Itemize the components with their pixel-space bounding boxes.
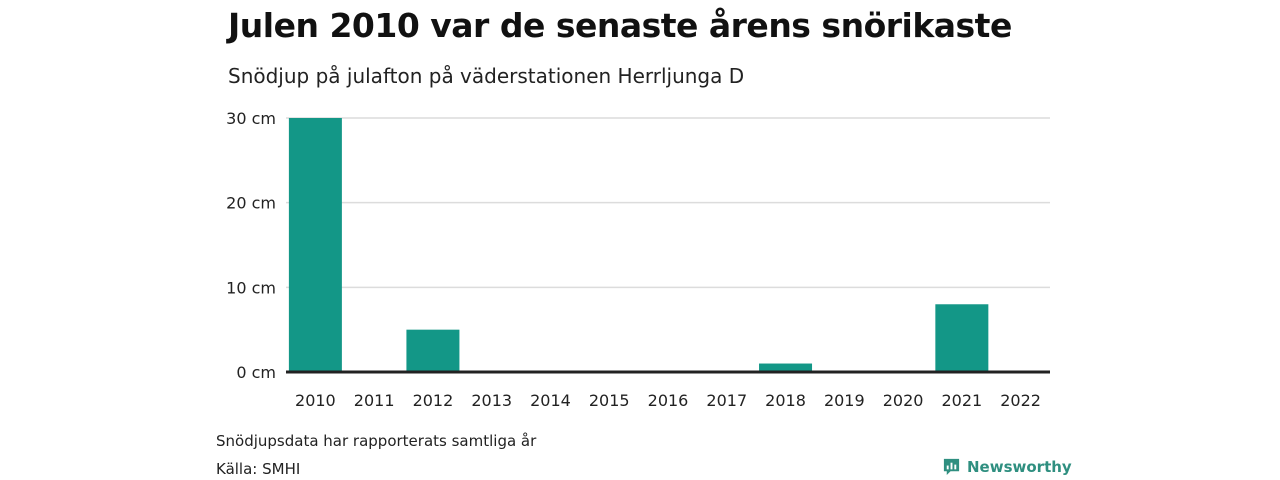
x-tick-label: 2019 [824, 391, 865, 410]
x-tick-label: 2018 [765, 391, 806, 410]
x-tick-label: 2010 [295, 391, 336, 410]
y-tick-label: 20 cm [226, 194, 276, 213]
x-tick-label: 2016 [648, 391, 689, 410]
x-tick-label: 2022 [1000, 391, 1041, 410]
y-tick-label: 0 cm [236, 363, 276, 382]
brand-name: Newsworthy [967, 457, 1072, 476]
chart-logo-icon [943, 458, 960, 476]
bar-2012 [406, 329, 460, 372]
x-tick-label: 2014 [530, 391, 571, 410]
x-tick-label: 2015 [589, 391, 630, 410]
y-tick-label: 10 cm [226, 278, 276, 297]
bar-2021 [935, 304, 989, 372]
source-label: Källa: SMHI [216, 460, 301, 478]
y-tick-label: 30 cm [226, 109, 276, 128]
x-tick-label: 2011 [354, 391, 395, 410]
chart-title: Julen 2010 var de senaste årens snörikas… [228, 6, 1012, 45]
brand-logo: Newsworthy [942, 457, 1072, 476]
bar-2010 [288, 118, 342, 372]
x-tick-label: 2012 [413, 391, 454, 410]
x-tick-label: 2017 [706, 391, 747, 410]
x-tick-label: 2020 [883, 391, 924, 410]
x-tick-label: 2013 [471, 391, 512, 410]
bar-2018 [759, 363, 813, 372]
chart-subtitle: Snödjup på julafton på väderstationen He… [228, 64, 745, 88]
footnote: Snödjupsdata har rapporterats samtliga å… [216, 432, 537, 450]
x-tick-label: 2021 [941, 391, 982, 410]
